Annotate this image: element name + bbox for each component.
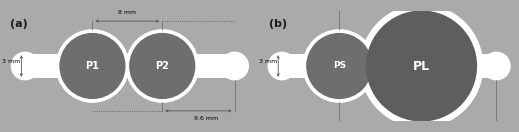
Circle shape [307, 34, 372, 98]
Text: 9.6 mm: 9.6 mm [194, 116, 218, 121]
Text: PL: PL [413, 60, 430, 72]
FancyBboxPatch shape [280, 54, 498, 78]
Text: PS: PS [333, 62, 346, 70]
Circle shape [11, 52, 39, 80]
Text: 3 mm: 3 mm [259, 58, 277, 63]
Text: P1: P1 [86, 61, 100, 71]
Text: (b): (b) [269, 19, 288, 29]
Circle shape [130, 34, 195, 98]
Text: (a): (a) [10, 19, 28, 29]
Circle shape [221, 52, 248, 80]
Circle shape [268, 52, 296, 80]
Circle shape [126, 30, 198, 102]
Circle shape [303, 30, 375, 102]
Circle shape [60, 34, 125, 98]
Circle shape [483, 52, 510, 80]
Text: 3 mm: 3 mm [2, 58, 21, 63]
Circle shape [56, 30, 129, 102]
Circle shape [361, 5, 483, 127]
Text: 8 mm: 8 mm [118, 10, 136, 15]
Text: P2: P2 [155, 61, 169, 71]
Circle shape [367, 11, 476, 121]
FancyBboxPatch shape [23, 54, 237, 78]
